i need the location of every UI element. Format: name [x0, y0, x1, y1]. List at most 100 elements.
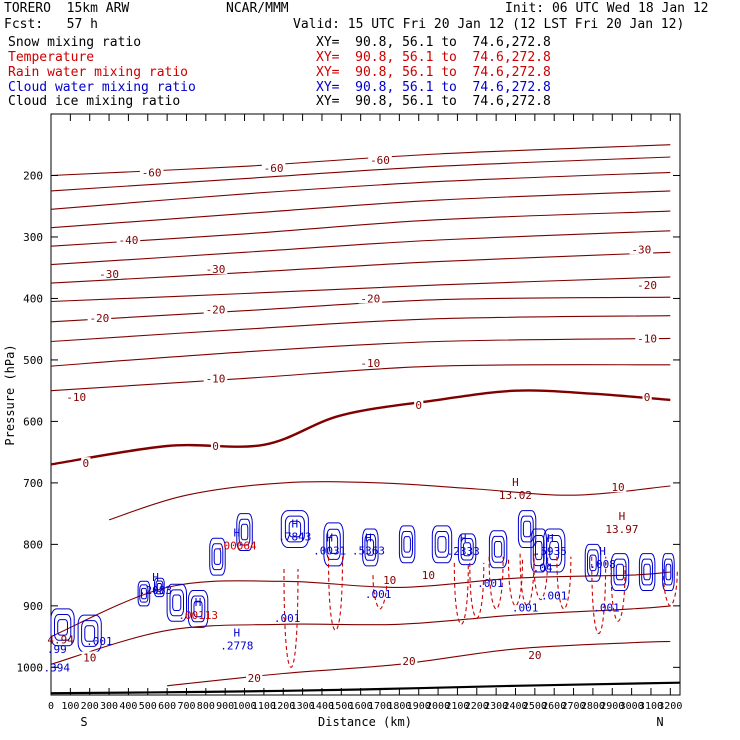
isotherm-label: 0	[83, 457, 90, 470]
cloud-cell-4-ring-2	[172, 594, 182, 611]
cloud-cell-16-ring-2	[535, 541, 543, 561]
y-tick-label: 200	[23, 169, 43, 182]
isotherm-minus-5	[50, 364, 671, 392]
isotherm-10	[50, 571, 671, 638]
x-tick-label: 2300	[484, 701, 508, 712]
rain-lobe-5	[488, 556, 504, 610]
cloud-cell-12-ring-1	[434, 531, 450, 558]
x-tick-label: 2700	[562, 701, 586, 712]
x-tick-label: 2400	[503, 701, 527, 712]
isotherm-label: -60	[264, 162, 284, 175]
isotherm-label-bg-9	[358, 292, 383, 304]
ground-line	[50, 681, 681, 695]
legend-label-cloud-ice: Cloud ice mixing ratio	[8, 94, 181, 109]
extremum-value: .00064	[217, 540, 257, 553]
isotherm-0	[50, 389, 671, 466]
legend-label-temperature: Temperature	[8, 50, 95, 65]
cloud-cell-9-ring-0	[323, 522, 344, 567]
cloud-cell-9-ring-1	[326, 528, 341, 560]
extremum-value: 13.02	[499, 489, 532, 502]
cloud-cell-19-ring-2	[615, 563, 625, 581]
cloud-cell-18-ring-0	[584, 543, 602, 582]
isotherm-label: -10	[206, 372, 226, 385]
rain-lobe-8	[533, 556, 549, 601]
cloud-cell-21-ring-0	[662, 553, 675, 591]
rain-lobe-4	[469, 562, 485, 619]
y-tick-label: 300	[23, 231, 43, 244]
cloud-cell-13-ring-1	[460, 538, 474, 561]
x-tick-label: 1300	[291, 701, 315, 712]
x-tick-label: 1200	[271, 701, 295, 712]
x-tick-label: 1500	[329, 701, 353, 712]
cloud-cell-14-ring-2	[493, 541, 503, 558]
legend-coords-temperature: XY= 90.8, 56.1 to 74.6,272.8	[316, 50, 551, 65]
extremum-value: .5935	[534, 545, 567, 558]
extremum-value: .00113	[178, 609, 218, 622]
x-tick-label: 1800	[387, 701, 411, 712]
y-tick-label: 1000	[17, 661, 44, 674]
cloud-cell-0-ring-1	[54, 614, 72, 641]
x-tick-label: 100	[61, 701, 79, 712]
isotherm-label-bg-14	[635, 332, 659, 344]
extremum-value: .001	[512, 602, 539, 615]
cloud-cell-6-ring-1	[211, 543, 224, 571]
isotherm-label-bg-22	[81, 651, 98, 663]
isotherm-label-bg-2	[368, 154, 392, 166]
y-tick-label: 700	[23, 477, 43, 490]
cloud-cell-20-ring-2	[643, 563, 651, 581]
x-axis-title: Distance (km)	[318, 715, 412, 729]
cloud-cell-14-ring-1	[491, 535, 505, 563]
extremum-value: .001	[477, 577, 504, 590]
isotherm-5	[108, 481, 671, 521]
cloud-cell-1-ring-2	[84, 625, 96, 642]
isotherm-label: -30	[631, 243, 651, 256]
init-label: Init: 06 UTC Wed 18 Jan 12	[505, 1, 709, 16]
cloud-cell-2-ring-2	[141, 587, 147, 600]
isotherm-label: -10	[66, 391, 86, 404]
south-label: S	[80, 715, 87, 729]
cloud-cell-3-ring-2	[156, 583, 162, 592]
cloud-cell-10-ring-0	[362, 528, 379, 567]
cloud-cell-17-ring-1	[546, 535, 563, 567]
x-tick-label: 2200	[465, 701, 489, 712]
isotherm-label-bg-4	[97, 267, 121, 279]
cloud-cell-2-ring-1	[139, 584, 149, 603]
model-label: TORERO 15km ARW	[4, 1, 130, 16]
isotherm-label-bg-5	[203, 262, 228, 274]
rain-lobe-12	[662, 568, 678, 607]
extremum-value: .001	[541, 589, 568, 602]
cloud-cell-17-ring-2	[549, 541, 560, 561]
plot-frame	[50, 113, 681, 696]
cloud-cell-3-ring-0	[154, 577, 165, 598]
isotherm-label-bg-0	[139, 166, 164, 178]
cloud-cell-18-ring-2	[589, 554, 597, 572]
isotherm-label-bg-8	[203, 303, 228, 315]
legend-label-rain: Rain water mixing ratio	[8, 65, 189, 80]
isotherm-minus-45	[50, 190, 671, 229]
cloud-cell-0-ring-2	[57, 619, 69, 636]
x-tick-label: 2000	[426, 701, 450, 712]
extremum-value: .001	[274, 612, 301, 625]
extremum-marker: H	[233, 627, 240, 640]
extremum-value: .5363	[352, 544, 385, 557]
x-tick-label: 200	[81, 701, 99, 712]
x-tick-label: 600	[158, 701, 176, 712]
y-axis-title: Pressure (hPa)	[3, 344, 17, 445]
isotherm-label-bg-11	[64, 390, 88, 402]
x-tick-label: 1900	[407, 701, 431, 712]
cloud-cell-1-ring-1	[81, 620, 99, 647]
cloud-cell-21-ring-1	[663, 558, 673, 586]
y-tick-label: 500	[23, 354, 43, 367]
isotherm-minus-25	[50, 276, 671, 303]
x-tick-label: 2100	[445, 701, 469, 712]
isotherm-label: -60	[142, 166, 162, 179]
cloud-cell-11-ring-1	[401, 531, 414, 558]
extremum-marker: H	[460, 532, 467, 545]
extremum-value: .99	[47, 643, 67, 656]
isotherm-label: -20	[89, 312, 109, 325]
cloud-cell-12-ring-0	[431, 525, 453, 564]
cloud-cell-20-ring-0	[638, 553, 656, 591]
x-tick-label: 1600	[349, 701, 373, 712]
